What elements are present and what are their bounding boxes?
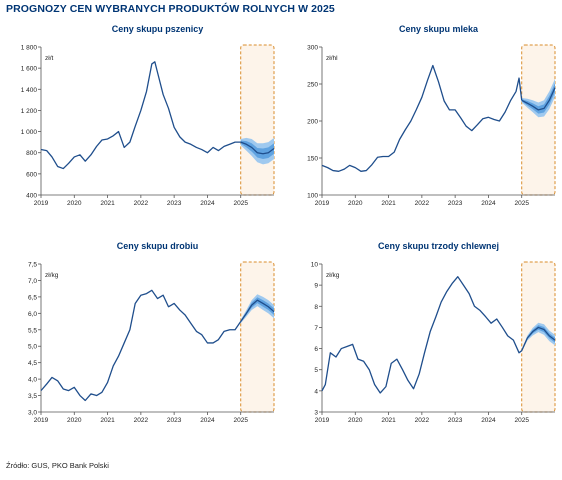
y-tick-label: 200: [307, 119, 318, 126]
x-tick-label: 2021: [100, 417, 115, 424]
y-tick-label: 3: [314, 410, 318, 417]
x-tick-label: 2020: [67, 200, 82, 207]
y-tick-label: 7,0: [28, 278, 37, 285]
x-tick-label: 2019: [34, 417, 49, 424]
series-line: [321, 276, 523, 394]
y-tick-label: 4,5: [28, 360, 37, 367]
series-line: [40, 61, 241, 170]
y-tick-label: 1 400: [21, 87, 38, 94]
y-tick-label: 7,5: [28, 262, 37, 269]
y-tick-label: 3,0: [28, 410, 37, 417]
x-tick-label: 2024: [481, 200, 496, 207]
x-tick-label: 2021: [100, 200, 115, 207]
y-tick-label: 250: [307, 82, 318, 89]
y-tick-label: 5: [314, 367, 318, 374]
unit-label: zł/kg: [45, 272, 59, 279]
x-tick-label: 2021: [381, 200, 396, 207]
y-tick-label: 3,5: [28, 393, 37, 400]
y-tick-label: 4,0: [28, 377, 37, 384]
unit-label: zł/kg: [326, 272, 340, 279]
y-tick-label: 800: [26, 150, 37, 157]
series-line: [321, 64, 523, 172]
x-tick-label: 2024: [481, 417, 496, 424]
x-tick-label: 2022: [134, 417, 149, 424]
page-title: PROGNOZY CEN WYBRANYCH PRODUKTÓW ROLNYCH…: [6, 3, 335, 15]
forecast-region: [521, 44, 556, 196]
x-tick-label: 2022: [415, 417, 430, 424]
forecast-line: [240, 299, 275, 322]
unit-label: zł/t: [45, 55, 54, 62]
y-tick-label: 1 200: [21, 108, 38, 115]
y-tick-label: 1 600: [21, 66, 38, 73]
x-tick-label: 2019: [315, 417, 330, 424]
x-tick-label: 2023: [167, 417, 182, 424]
forecast-band-inner: [240, 297, 274, 323]
y-tick-label: 600: [26, 171, 37, 178]
y-tick-label: 400: [26, 193, 37, 200]
forecast-line: [521, 87, 556, 111]
y-tick-label: 1 800: [21, 45, 38, 52]
x-tick-label: 2019: [34, 200, 49, 207]
y-tick-label: 7: [314, 325, 318, 332]
x-tick-label: 2021: [381, 417, 396, 424]
y-tick-label: 10: [311, 262, 319, 269]
x-tick-label: 2020: [348, 417, 363, 424]
chart-title: Ceny skupu trzody chlewnej: [378, 241, 499, 251]
y-tick-label: 100: [307, 193, 318, 200]
chart-milk: Ceny skupu mleka 100 150 200 250 300 2019 2020 2…: [307, 24, 556, 207]
chart-title: Ceny skupu pszenicy: [112, 24, 204, 34]
forecast-region: [521, 261, 556, 413]
x-tick-label: 2024: [200, 417, 215, 424]
forecast-band-outer: [240, 294, 274, 324]
y-tick-label: 300: [307, 45, 318, 52]
y-tick-label: 9: [314, 283, 318, 290]
forecast-band-outer: [521, 322, 555, 352]
x-tick-label: 2025: [514, 417, 529, 424]
chart-title: Ceny skupu mleka: [399, 24, 479, 34]
x-tick-label: 2024: [200, 200, 215, 207]
x-tick-label: 2023: [448, 417, 463, 424]
x-tick-label: 2019: [315, 200, 330, 207]
forecast-region: [240, 44, 275, 196]
x-tick-label: 2025: [233, 200, 248, 207]
x-tick-label: 2020: [67, 417, 82, 424]
forecast-band-inner: [521, 83, 555, 114]
source-note: Źródło: GUS, PKO Bank Polski: [6, 461, 109, 470]
y-tick-label: 150: [307, 156, 318, 163]
x-tick-label: 2020: [348, 200, 363, 207]
forecast-line: [521, 326, 556, 351]
y-tick-label: 6: [314, 346, 318, 353]
x-tick-label: 2022: [134, 200, 149, 207]
series-line: [40, 289, 242, 402]
y-tick-label: 4: [314, 388, 318, 395]
x-tick-label: 2022: [415, 200, 430, 207]
y-tick-label: 5,0: [28, 344, 37, 351]
x-tick-label: 2025: [233, 417, 248, 424]
x-tick-label: 2023: [448, 200, 463, 207]
unit-label: zł/hl: [326, 55, 338, 62]
forecast-line: [240, 141, 275, 155]
forecast-band-inner: [521, 325, 555, 352]
y-tick-label: 8: [314, 304, 318, 311]
chart-title: Ceny skupu drobiu: [117, 241, 199, 251]
chart-pigs: Ceny skupu trzody chlewnej 3 4 5 6 7 8 9 10 2019 2…: [311, 241, 556, 424]
y-tick-label: 1 000: [21, 129, 38, 136]
x-tick-label: 2023: [167, 200, 182, 207]
chart-poultry: Ceny skupu drobiu 3,0 3,5 4,0 4,5 5,0 5,5 6,0 6,…: [28, 241, 275, 424]
x-tick-label: 2025: [514, 200, 529, 207]
forecast-region: [240, 261, 275, 413]
y-tick-label: 5,5: [28, 327, 37, 334]
y-tick-label: 6,5: [28, 294, 37, 301]
chart-wheat: Ceny skupu pszenicy 400 600 800 1 000 1 200 1 …: [21, 24, 275, 207]
y-tick-label: 6,0: [28, 311, 37, 318]
